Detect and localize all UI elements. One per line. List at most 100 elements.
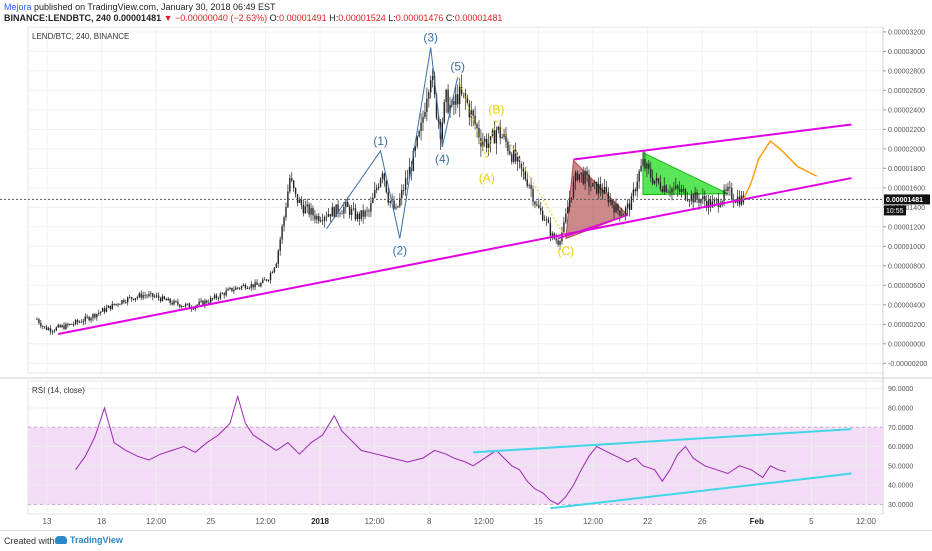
candle-body [704, 195, 706, 201]
candle [418, 129, 420, 138]
candle [271, 270, 274, 274]
rsi-axis[interactable]: 90.0000 80.0000 70.0000 60.0000 50.0000 40.00… [888, 386, 913, 509]
candle [651, 169, 654, 186]
rsi-tick-label: 70.0000 [888, 425, 913, 432]
candle-body [88, 316, 90, 321]
candle-body [393, 200, 395, 209]
current-price: 0.00001481 [113, 13, 162, 23]
price-axis[interactable]: 0.00003200 0.00003000 0.00002800 0.00002600… [883, 29, 927, 368]
candle-body [213, 295, 216, 299]
author-link[interactable]: Mejora [4, 2, 32, 12]
time-tick-label: 15 [534, 517, 543, 526]
candle-body [36, 319, 38, 321]
time-axis[interactable]: 13 18 12:00 25 12:00 2018 12:00 8 12:00 15 12:00 22… [43, 517, 877, 526]
candle [727, 182, 729, 196]
candle [136, 295, 139, 301]
candle-body [528, 185, 530, 186]
candle [667, 189, 669, 193]
candle [646, 161, 648, 178]
candle [393, 195, 395, 210]
high-label: H: [329, 13, 339, 23]
candle [545, 216, 548, 227]
candle-body [650, 169, 652, 178]
candle [684, 188, 687, 201]
candle-body [294, 187, 297, 195]
candle-body [607, 191, 609, 203]
rsi-tick-label: 80.0000 [888, 405, 913, 412]
tradingview-logo[interactable]: TradingView [55, 535, 123, 545]
candle-body [94, 314, 96, 318]
candle [601, 183, 604, 200]
candle [298, 197, 301, 204]
candle [142, 291, 144, 301]
candle-body [514, 149, 517, 162]
candle-body [549, 222, 552, 236]
candle-body [433, 76, 436, 95]
wave-label-yellow: (A) [479, 171, 495, 185]
candle [399, 193, 401, 208]
candle [215, 293, 218, 300]
tradingview-cloud-icon [55, 536, 67, 544]
candle-body [107, 305, 110, 308]
candle-body [590, 186, 592, 188]
candle [420, 113, 422, 141]
candle [281, 223, 283, 244]
rsi-tick-label: 60.0000 [888, 444, 913, 451]
candle-body [202, 300, 204, 306]
candle-body [260, 282, 262, 287]
candle-body [366, 210, 368, 212]
candle [320, 216, 322, 223]
candle [682, 185, 685, 194]
candle-body [348, 206, 351, 215]
candle-body [682, 189, 685, 190]
candle-body [283, 217, 285, 227]
candle [65, 322, 67, 330]
candle [406, 169, 409, 185]
candle [372, 192, 374, 204]
candle [511, 152, 513, 165]
candle-body [501, 136, 503, 139]
candle [107, 305, 110, 308]
candle [613, 200, 615, 219]
candle-body [399, 198, 401, 207]
candle-body [277, 250, 279, 264]
candle [383, 172, 386, 187]
time-tick-label: 12:00 [474, 517, 495, 526]
candle-body [424, 112, 426, 117]
candle [661, 186, 664, 194]
candle [260, 281, 262, 288]
candle [148, 290, 150, 298]
candle [101, 307, 104, 312]
candle [264, 277, 266, 281]
candle [246, 286, 249, 289]
candle [128, 294, 131, 299]
candle-body [360, 210, 362, 220]
candle [605, 181, 608, 194]
price-tick-label: 0.00002000 [888, 146, 925, 153]
candle [59, 323, 61, 328]
countdown-label: 10:55 [886, 208, 904, 215]
created-with-text: Created with [4, 536, 55, 546]
candle-body [354, 208, 357, 220]
candle-body [568, 198, 571, 208]
candle-body [688, 200, 691, 202]
candle [634, 187, 636, 196]
candle-body [264, 279, 266, 281]
candle [619, 209, 621, 222]
chart-canvas[interactable]: 0.00003200 0.00003000 0.00002800 0.00002600… [0, 0, 932, 530]
candle-body [192, 308, 195, 310]
candle [161, 293, 164, 302]
candle [325, 211, 328, 222]
candle [458, 78, 461, 118]
candle-body [694, 192, 696, 203]
time-tick-label: 2018 [311, 517, 329, 526]
candle [256, 279, 258, 285]
candle [379, 177, 382, 188]
candle [287, 184, 289, 209]
candle [318, 212, 320, 224]
candle [314, 209, 316, 224]
candle [395, 203, 397, 211]
candle-body [447, 89, 449, 113]
candle [592, 182, 594, 187]
candle-body [406, 177, 409, 179]
